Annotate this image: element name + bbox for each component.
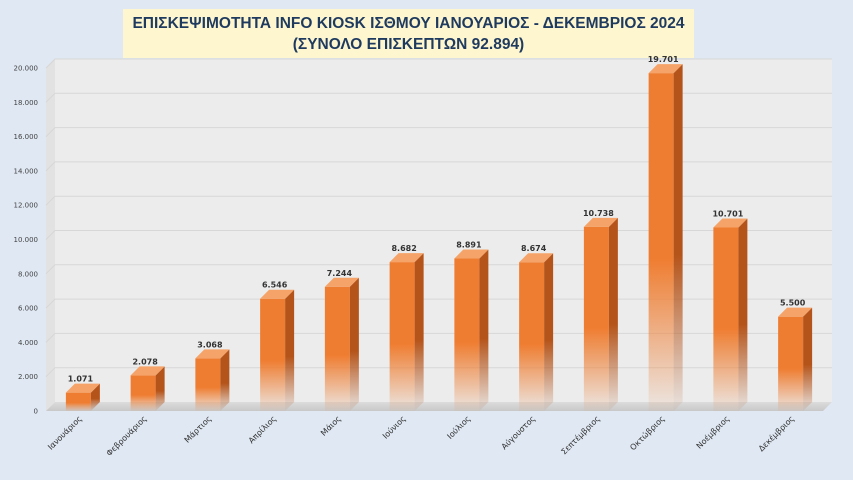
bar-side <box>738 218 748 411</box>
gridline <box>45 332 832 343</box>
data-label: 10.701 <box>712 209 743 218</box>
data-label: 1.071 <box>68 375 94 384</box>
x-tick-label: Μάιος <box>319 414 343 438</box>
data-label: 19.701 <box>648 55 679 64</box>
y-tick-label: 8.000 <box>18 270 38 278</box>
x-tick-label: Νοέμβριος <box>694 413 731 450</box>
bar-top <box>778 307 813 317</box>
bar-side <box>349 277 359 411</box>
bar-front <box>713 227 739 411</box>
bar-front <box>65 392 91 411</box>
chart-title: ΕΠΙΣΚΕΨΙΜΟΤΗΤΑ INFO KIOSK ΙΣΘΜΟΥ ΙΑΝΟΥΑΡ… <box>132 14 685 32</box>
x-tick-label: Ιανουάριος <box>46 414 84 452</box>
x-tick-label: Ιούλιος <box>445 413 473 441</box>
bar-top <box>648 64 683 74</box>
x-tick-label: Μάρτιος <box>183 414 214 445</box>
gridline <box>45 127 832 137</box>
bar-side <box>673 64 683 411</box>
bar-top <box>324 277 359 287</box>
gridline <box>45 367 832 378</box>
bar-5 <box>324 277 359 411</box>
data-label: 8.891 <box>456 241 482 250</box>
bar-front <box>778 316 804 411</box>
data-label: 5.500 <box>780 299 806 308</box>
bar-side <box>608 217 618 411</box>
x-tick-label: Οκτώβριος <box>628 413 667 452</box>
bar-side <box>544 253 554 411</box>
bar-front <box>195 358 221 411</box>
y-tick-label: 6.000 <box>18 305 38 313</box>
bar-10 <box>648 64 683 411</box>
y-tick-label: 12.000 <box>14 202 39 210</box>
gridline <box>45 264 832 275</box>
y-tick-label: 0 <box>34 408 38 416</box>
bar-front <box>260 298 286 411</box>
bar-side <box>155 366 165 411</box>
bar-1 <box>65 383 100 411</box>
bar-top <box>583 217 618 227</box>
y-tick-label: 20.000 <box>14 65 39 73</box>
bar-side <box>285 289 295 411</box>
gridline <box>45 58 832 69</box>
bar-top <box>65 383 100 393</box>
data-label: 8.682 <box>391 244 416 253</box>
gridline <box>45 161 832 172</box>
bar-front <box>324 286 350 411</box>
gridline <box>45 298 832 309</box>
bar-4 <box>260 289 295 411</box>
bar-top <box>389 253 424 263</box>
bar-front <box>130 375 156 411</box>
bar-7 <box>454 249 489 411</box>
data-label: 6.546 <box>262 281 288 290</box>
bar-front <box>583 226 609 411</box>
bar-side <box>479 249 489 411</box>
bar-top <box>130 366 165 376</box>
x-tick-label: Δεκέμβριος <box>756 413 796 453</box>
x-tick-label: Σεπτέμβριος <box>559 413 602 456</box>
x-tick-label: Φεβρουάριος <box>105 414 149 458</box>
bar-front <box>389 262 415 411</box>
bar-top <box>260 289 295 299</box>
y-tick-label: 16.000 <box>14 133 39 141</box>
chart-subtitle: (ΣΥΝΟΛΟ ΕΠΙΣΚΕΠΤΩΝ 92.894) <box>292 35 525 53</box>
y-tick-label: 14.000 <box>14 167 39 175</box>
bar-top <box>454 249 489 259</box>
bar-top <box>713 218 748 228</box>
data-label: 2.078 <box>132 357 158 366</box>
bar-9 <box>583 217 618 411</box>
data-label: 10.738 <box>583 209 614 218</box>
gridline <box>45 92 832 103</box>
gridline <box>45 195 832 206</box>
bar-6 <box>389 253 424 411</box>
y-tick-label: 18.000 <box>14 99 39 107</box>
x-tick-label: Αύγουστος <box>499 413 537 451</box>
bar-front <box>648 73 674 411</box>
bar-side <box>803 307 813 411</box>
gridline <box>45 230 832 240</box>
data-label: 3.068 <box>197 340 223 349</box>
data-label: 7.244 <box>327 269 353 278</box>
bar-11 <box>713 218 748 411</box>
bar-12 <box>778 307 813 411</box>
bar-front <box>519 262 545 411</box>
data-label: 8.674 <box>521 244 547 253</box>
bar-side <box>414 253 424 411</box>
chart-title-box: ΕΠΙΣΚΕΨΙΜΟΤΗΤΑ INFO KIOSK ΙΣΘΜΟΥ ΙΑΝΟΥΑΡ… <box>123 9 694 58</box>
bar-front <box>454 258 480 411</box>
bar-8 <box>519 253 554 411</box>
bar-3 <box>195 349 230 411</box>
bar-2 <box>130 366 165 411</box>
bar-top <box>519 253 554 263</box>
x-tick-label: Απρίλιος <box>247 414 278 445</box>
plot-floor <box>46 402 832 411</box>
y-tick-label: 2.000 <box>18 373 38 381</box>
bar-side <box>90 383 100 411</box>
x-tick-label: Ιούνιος <box>380 413 407 440</box>
bar-side <box>220 349 230 411</box>
y-tick-label: 4.000 <box>18 339 38 347</box>
bar-top <box>195 349 230 359</box>
y-tick-label: 10.000 <box>14 236 39 244</box>
